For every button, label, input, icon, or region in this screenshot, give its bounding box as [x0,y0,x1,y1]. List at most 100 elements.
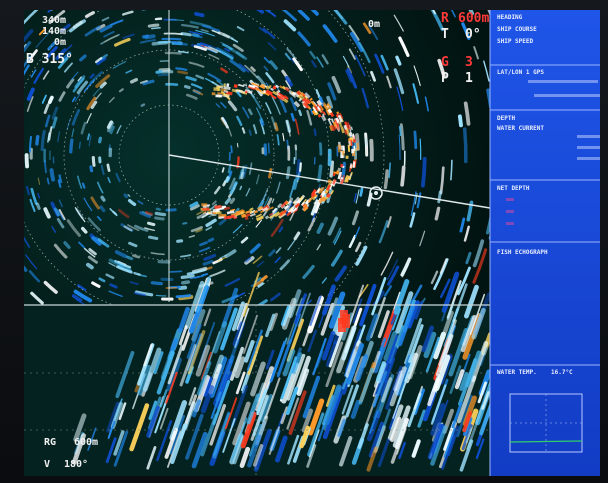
echo-streak [242,106,250,119]
fish-echo-blip [276,94,284,101]
scan-streak [294,293,307,325]
fish-echo-blip [201,203,208,207]
echo-streak [42,70,50,80]
echo-streak [262,27,276,39]
ship-course-label: SHIP COURSE [497,26,537,33]
echo-streak [268,249,276,257]
mark-readout: 0m [368,19,381,30]
scan-streak [146,446,157,470]
echo-streak [83,247,96,258]
scan-streak [87,427,97,451]
echo-streak [84,11,95,19]
echo-streak [316,56,324,68]
echo-streak [248,129,252,136]
fish-echo-blip [293,100,301,108]
scan-streak [302,375,321,419]
panel-text-line [506,210,514,213]
echo-streak [267,42,277,51]
echo-streak [190,226,203,233]
echo-streak [188,61,205,68]
echo-streak [282,132,285,142]
fish-echo-blip [208,211,212,214]
echo-streak [242,164,248,179]
fish-echo-blip [245,210,251,214]
echo-streak [79,141,81,149]
echo-streak [182,222,188,225]
fish-echo-blip [320,114,327,122]
scan-streak [404,318,423,365]
echo-streak [416,192,422,209]
echo-streak [439,278,451,299]
fish-echo-blip [202,207,210,211]
fish-echo-blip [222,213,227,217]
echo-streak [244,257,252,263]
echo-streak [43,280,58,294]
echo-streak [133,291,146,297]
echo-streak [255,174,260,185]
echo-streak [439,258,448,274]
scan-streak [160,350,175,380]
echo-streak [468,10,475,16]
echo-streak [103,30,115,38]
fish-echo-blip [265,207,272,212]
echo-streak [180,32,192,37]
scan-streak [105,437,117,464]
scan-streak [475,438,485,460]
echo-streak [126,255,134,261]
echo-streak [285,80,292,90]
scan-streak [325,340,338,368]
scan-streak [196,361,212,396]
scan-streak [164,427,178,459]
fish-echo-blip [337,144,342,153]
echo-streak [148,235,159,240]
scan-streak [297,292,311,327]
fish-echo-blip [221,205,227,209]
fish-echo-blip [229,208,236,212]
echo-streak [450,10,456,18]
scan-streak [221,287,239,328]
echo-streak [188,31,204,36]
scan-streak [437,399,449,429]
scan-streak [383,331,398,361]
range-list-2: 140m [42,26,67,37]
range-ring [24,10,330,316]
fish-echo-blip [309,97,313,102]
echo-streak [139,79,148,84]
scan-streak [387,404,404,441]
echo-streak [472,248,488,284]
echo-streak [321,277,327,284]
target-marker[interactable] [369,186,383,200]
echo-streak [380,54,389,71]
echo-streak [74,93,81,102]
scan-streak [156,420,173,462]
fish-echo-blip [304,200,309,205]
scan-streak [454,369,465,390]
scan-streak [166,430,182,468]
fish-echo-blip [218,213,224,218]
echo-streak [290,112,295,122]
echo-streak [388,162,391,179]
scan-streak [252,395,269,437]
scan-streak [129,403,150,452]
echo-streak [57,131,61,143]
echo-streak [24,10,39,25]
echo-streak [99,205,106,213]
fish-echo-blip [341,145,345,151]
echo-streak [279,98,287,113]
fish-echo-blip [255,213,262,218]
scan-streak [231,417,248,461]
echo-streak [123,225,133,232]
echo-streak [333,230,342,245]
echo-streak [98,136,103,144]
echo-streak [362,22,372,34]
scan-streak [463,284,479,319]
scan-streak [153,351,164,375]
scan-streak [148,400,158,420]
echo-streak [154,211,167,217]
echo-streak [87,255,98,264]
scan-streak [321,330,336,361]
fish-echo-blip [325,109,331,116]
sonar-screen: 340m 140m 0m B 315° 0m R 600m T 0° G 3 P… [24,10,600,476]
echo-streak [256,10,264,14]
echo-streak [217,31,231,39]
